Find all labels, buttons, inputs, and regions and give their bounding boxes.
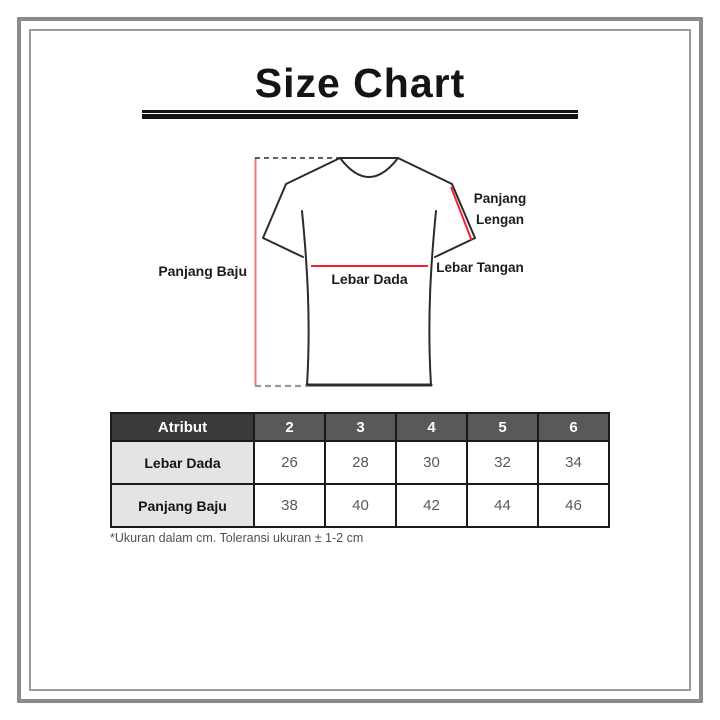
value-cell: 32: [466, 440, 539, 485]
lebar-tangan-label: Lebar Tangan: [436, 260, 524, 275]
value-cell: 40: [324, 483, 397, 528]
shirt-neckline-arc: [339, 157, 399, 178]
value-cell: 26: [253, 440, 326, 485]
divider-thin-line: [142, 110, 578, 113]
divider-thick-line: [142, 114, 578, 119]
shirt-left-shoulder-sleeve: [262, 157, 341, 258]
lebar-dada-label: Lebar Dada: [331, 271, 408, 287]
header-cell-atribut: Atribut: [110, 412, 255, 442]
value-cell: 38: [253, 483, 326, 528]
page-title: Size Chart: [254, 60, 466, 106]
size-table-header-row: Atribut 2 3 4 5 6: [110, 412, 610, 442]
panjang-lengan-label-line2: Lengan: [475, 211, 524, 227]
value-cell: 44: [466, 483, 539, 528]
size-table: Atribut 2 3 4 5 6 Lebar Dada 26 28 30 32…: [110, 412, 610, 528]
header-cell-size-3: 3: [324, 412, 397, 442]
panjang-lengan-label-line1: Panjang: [473, 191, 527, 206]
header-cell-size-4: 4: [395, 412, 468, 442]
value-cell: 42: [395, 483, 468, 528]
table-row-panjang-baju: Panjang Baju 38 40 42 44 46: [110, 483, 610, 528]
panjang-baju-label: Panjang Baju: [158, 263, 247, 279]
title-divider: [142, 110, 578, 119]
value-cell: 46: [537, 483, 610, 528]
value-cell: 30: [395, 440, 468, 485]
tshirt-outline: [262, 157, 476, 387]
table-row-lebar-dada: Lebar Dada 26 28 30 32 34: [110, 440, 610, 485]
outer-frame-border: [17, 17, 703, 703]
panjang-lengan-label: Panjang Lengan: [460, 189, 540, 231]
attr-cell-panjang-baju: Panjang Baju: [110, 483, 255, 528]
header-cell-size-6: 6: [537, 412, 610, 442]
header-cell-size-2: 2: [253, 412, 326, 442]
panjang-lengan-measure-line: [450, 186, 473, 241]
shirt-right-shoulder-sleeve: [397, 157, 476, 258]
attr-cell-lebar-dada: Lebar Dada: [110, 440, 255, 485]
value-cell: 34: [537, 440, 610, 485]
shirt-left-body-side: [301, 210, 310, 386]
size-tolerance-footnote: *Ukuran dalam cm. Toleransi ukuran ± 1-2…: [110, 531, 364, 545]
inner-frame-border: [29, 29, 691, 691]
shirt-right-body-side: [428, 210, 437, 386]
header-cell-size-5: 5: [466, 412, 539, 442]
value-cell: 28: [324, 440, 397, 485]
